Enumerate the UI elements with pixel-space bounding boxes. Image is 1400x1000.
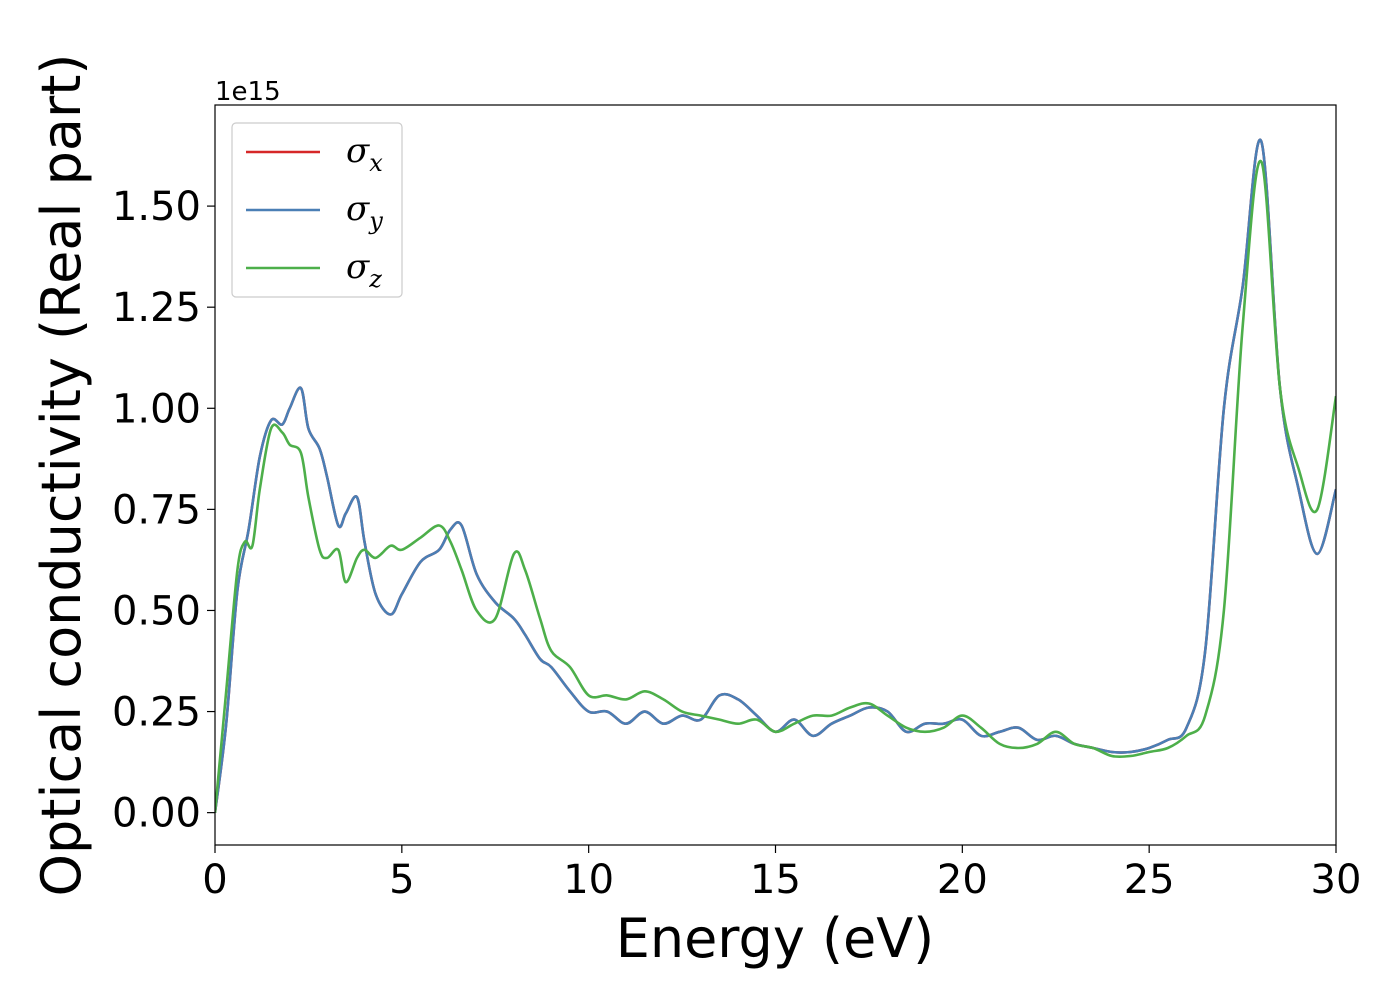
x-axis-label: Energy (eV) bbox=[616, 907, 935, 970]
series-line-z bbox=[215, 159, 1336, 813]
x-tick-label: 30 bbox=[1311, 857, 1362, 903]
x-tick-label: 0 bbox=[202, 857, 227, 903]
y-tick-label: 0.50 bbox=[112, 588, 201, 634]
x-tick-label: 25 bbox=[1124, 857, 1175, 903]
x-tick-label: 10 bbox=[563, 857, 614, 903]
y-tick-label: 0.25 bbox=[112, 690, 201, 736]
y-tick-label: 0.00 bbox=[112, 791, 201, 837]
y-offset-label: 1e15 bbox=[215, 77, 281, 107]
y-tick-label: 1.50 bbox=[112, 184, 201, 230]
series-layer bbox=[215, 138, 1336, 813]
y-axis: 0.00 0.25 0.50 0.75 1.00 1.25 1.50 bbox=[112, 184, 215, 837]
x-tick-label: 15 bbox=[750, 857, 801, 903]
y-tick-label: 1.00 bbox=[112, 386, 201, 432]
x-axis: 0 5 10 15 20 25 30 bbox=[202, 845, 1361, 903]
y-axis-label: Optical conductivity (Real part) bbox=[30, 54, 93, 897]
x-tick-label: 5 bbox=[389, 857, 414, 903]
x-tick-label: 20 bbox=[937, 857, 988, 903]
y-tick-label: 1.25 bbox=[112, 285, 201, 331]
y-tick-label: 0.75 bbox=[112, 487, 201, 533]
